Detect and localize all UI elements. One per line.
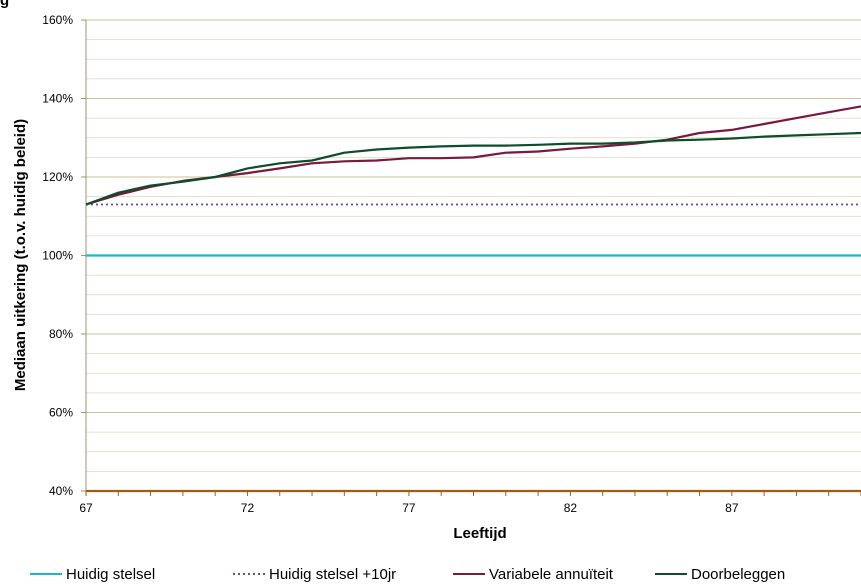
series-line: [85, 105, 861, 206]
y-tick-label: 120%: [42, 170, 73, 184]
x-tick-label: 77: [402, 501, 416, 515]
series-line: [85, 131, 861, 206]
legend-label: Variabele annuïteit: [489, 566, 614, 583]
legend-label: Huidig stelsel: [66, 566, 155, 583]
y-tick-label: 60%: [49, 406, 73, 420]
chart-title: g: [0, 0, 9, 9]
y-tick-label: 100%: [42, 249, 73, 263]
y-tick-label: 160%: [42, 13, 73, 27]
y-axis-ticks: 40% 60% 80% 100% 120% 140% 160%: [42, 13, 86, 498]
legend-label: Huidig stelsel +10jr: [269, 566, 396, 583]
x-tick-label: 82: [564, 501, 578, 515]
x-axis-ticks: 67 72 77 82 87: [79, 491, 861, 515]
chart-series: [85, 105, 861, 493]
y-tick-label: 80%: [49, 327, 73, 341]
legend-label: Doorbeleggen: [691, 566, 785, 583]
y-tick-label: 40%: [49, 484, 73, 498]
y-tick-label: 140%: [42, 92, 73, 106]
x-tick-label: 87: [725, 501, 739, 515]
x-tick-label: 67: [79, 501, 93, 515]
x-axis-title: Leeftijd: [453, 525, 506, 542]
y-axis-title: Mediaan uitkering (t.o.v. huidig beleid): [12, 119, 29, 391]
x-tick-label: 72: [241, 501, 255, 515]
chart-legend: Huidig stelsel Huidig stelsel +10jr Variab…: [30, 566, 785, 583]
